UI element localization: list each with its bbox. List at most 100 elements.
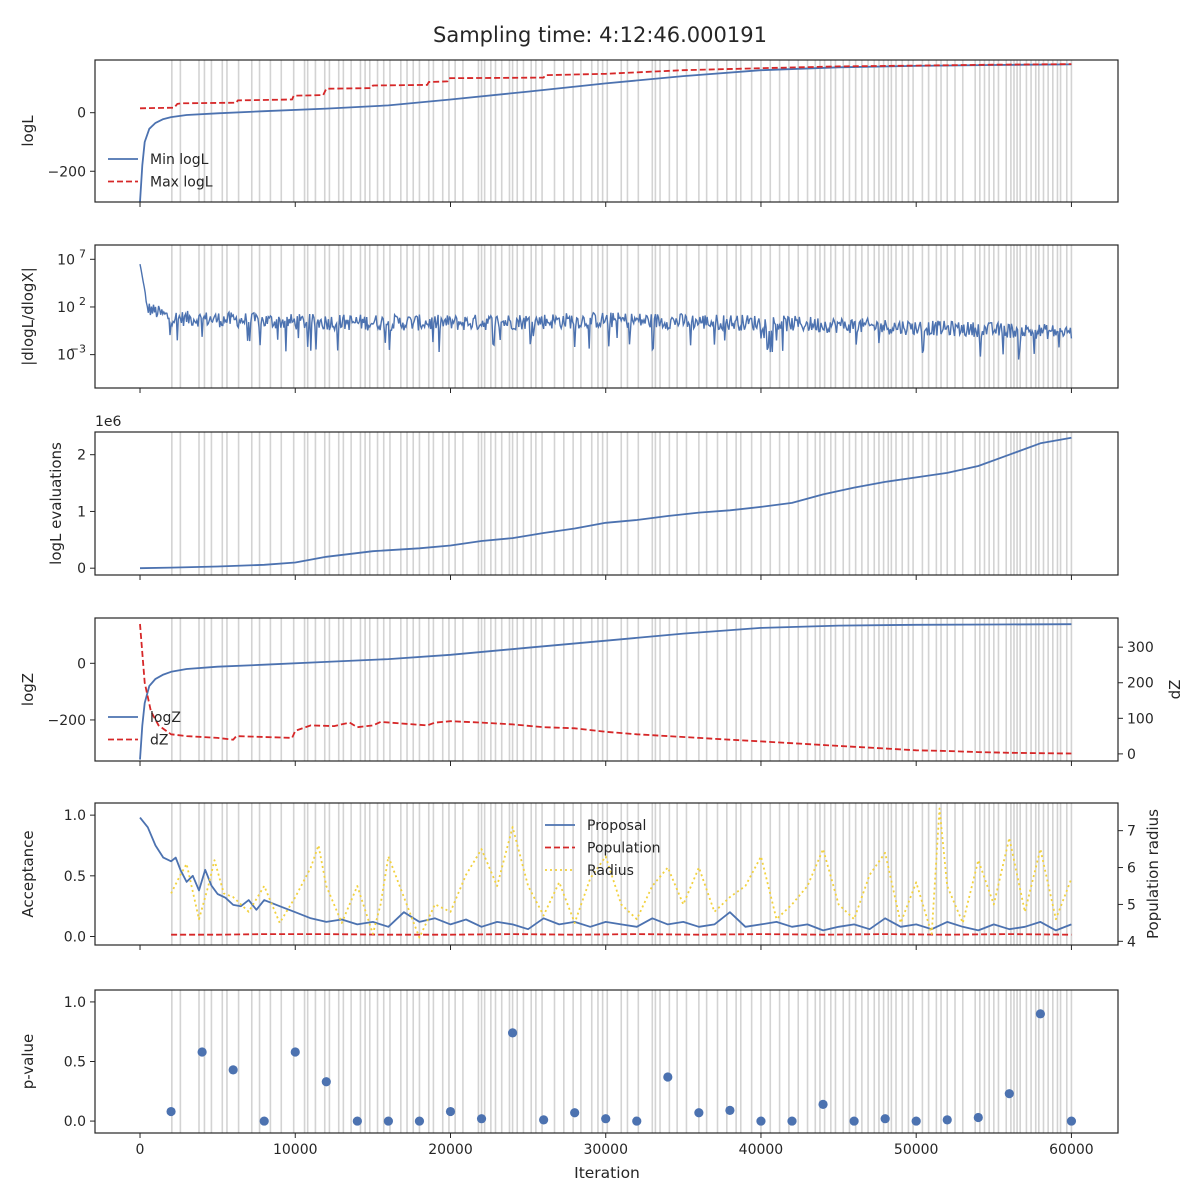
insertion-lines-pvalue — [171, 990, 1073, 1133]
p-value-point — [663, 1072, 673, 1082]
x-axis-label: Iteration — [574, 1164, 640, 1182]
panel-frame — [94, 59, 1119, 203]
p-value-point — [756, 1116, 766, 1126]
insertion-lines-dlogL — [171, 245, 1073, 388]
series-line-minlogl — [139, 63, 1072, 202]
p-value-point — [973, 1112, 983, 1123]
x-tick-label: 20000 — [428, 1142, 473, 1158]
legend-label: Radius — [587, 863, 634, 879]
p-value-point — [1066, 1116, 1077, 1126]
y-tick-label-right: 100 — [1127, 711, 1154, 727]
y-tick-exponent: 2 — [79, 295, 86, 308]
p-value-point — [383, 1116, 393, 1126]
legend-label: Proposal — [587, 818, 646, 834]
y-axis-label: logZ — [19, 673, 37, 706]
y-tick-label-right: 7 — [1127, 824, 1136, 840]
y-tick-label: 10 — [57, 300, 75, 316]
y-axis-label: logL — [19, 115, 37, 147]
x-tick-label: 0 — [136, 1142, 145, 1158]
p-value-point — [290, 1047, 300, 1057]
series-line-dz — [139, 623, 1072, 755]
series-group-evaluations — [139, 436, 1072, 570]
y-axis-label: |dlogL/dlogX| — [19, 267, 37, 366]
y-tick-label: 0 — [77, 106, 86, 122]
y-tick-label: 10 — [57, 348, 75, 364]
series-line-loglevaluations — [139, 436, 1072, 570]
x-tick-label: 30000 — [583, 1142, 628, 1158]
p-value-point — [601, 1114, 611, 1124]
p-value-point — [1004, 1089, 1014, 1099]
p-value-point — [166, 1106, 176, 1117]
p-value-point — [911, 1116, 921, 1126]
legend-label: Population — [587, 841, 661, 857]
legend-label: logZ — [150, 710, 181, 726]
panel-frame — [94, 431, 1119, 576]
y-tick-label: 2 — [77, 448, 86, 464]
y-tick-label-right: 4 — [1127, 934, 1136, 950]
p-value-point — [539, 1115, 549, 1125]
p-value-point — [414, 1116, 425, 1126]
p-value-point — [570, 1108, 580, 1118]
y-tick-label: 10 — [57, 252, 75, 268]
p-value-point — [725, 1105, 735, 1115]
y-tick-label-right: 300 — [1127, 640, 1154, 656]
y-tick-label: 0.5 — [64, 869, 86, 885]
panel-logZ: 0 −200 300 200 100 0 logZ dZ logZ dZ — [19, 617, 1184, 766]
panel-pvalue: 0 10000 20000 30000 40000 50000 60000 1.0 0.5 0.0… — [19, 989, 1119, 1158]
y-tick-label-right: 200 — [1127, 676, 1154, 692]
x-tick-label: 50000 — [894, 1142, 939, 1158]
y-tick-label-right: 5 — [1127, 897, 1136, 913]
series-line-dlogldlogx — [139, 263, 1073, 360]
x-tick-label: 60000 — [1049, 1142, 1094, 1158]
p-value-point — [694, 1108, 704, 1118]
y-tick-label: −200 — [48, 713, 86, 729]
series-line-logz — [139, 623, 1072, 760]
p-value-point — [507, 1028, 518, 1038]
panel-acceptance: 1.0 0.5 0.0 7 6 5 4 Acceptance Population radius… — [19, 802, 1162, 950]
chart-title: Sampling time: 4:12:46.000191 — [433, 23, 767, 47]
panel-dlogL: 10 710 210−3|dlogL/dlogX| — [19, 244, 1119, 393]
series-line-proposal — [139, 817, 1072, 932]
y-axis-label-right: Population radius — [1144, 809, 1162, 939]
x-tick-label: 40000 — [739, 1142, 784, 1158]
p-value-point — [228, 1065, 238, 1075]
p-value-point — [1035, 1009, 1045, 1019]
y-tick-label: 1.0 — [64, 995, 86, 1011]
y-tick-label: 1 — [77, 504, 86, 520]
p-value-point — [880, 1114, 890, 1124]
insertion-lines-evaluations — [171, 432, 1073, 575]
y-tick-label: 0.0 — [64, 1114, 86, 1130]
p-value-point — [445, 1106, 456, 1117]
legend-logZ: logZ dZ — [108, 710, 181, 749]
y-tick-label: 0 — [77, 656, 86, 672]
y-tick-label-right: 6 — [1127, 861, 1136, 877]
p-value-point — [632, 1116, 642, 1126]
p-value-point — [849, 1116, 859, 1126]
y-tick-label: −200 — [48, 164, 86, 180]
series-line-maxlogl — [139, 63, 1072, 110]
y-axis-label: p-value — [19, 1034, 37, 1090]
p-value-point — [197, 1047, 207, 1057]
y-tick-label-right: 0 — [1127, 747, 1136, 763]
p-value-point — [787, 1116, 797, 1126]
p-value-point — [476, 1114, 487, 1124]
panel-frame — [94, 802, 1119, 946]
panel-evaluations: 0 1 2 logL evaluations 1e6 — [47, 414, 1119, 580]
y-tick-label: 0.0 — [64, 930, 86, 946]
series-group-acceptance — [139, 807, 1073, 939]
p-value-point — [818, 1099, 828, 1109]
panel-logL: 0 −200 logL Min logL Max logL — [19, 59, 1119, 207]
y-axis-label: logL evaluations — [47, 442, 65, 565]
legend-label: Max logL — [150, 175, 213, 191]
y-axis-label-right: dZ — [1166, 680, 1184, 700]
p-value-point — [942, 1115, 952, 1125]
y-tick-exponent: −3 — [70, 343, 86, 356]
y-axis-label: Acceptance — [19, 830, 37, 917]
series-group-logL — [139, 63, 1072, 202]
x-tick-label: 10000 — [273, 1142, 318, 1158]
series-group-logZ — [139, 623, 1072, 760]
y-tick-exponent: 7 — [79, 247, 86, 260]
series-group-pvalue — [166, 1009, 1077, 1126]
